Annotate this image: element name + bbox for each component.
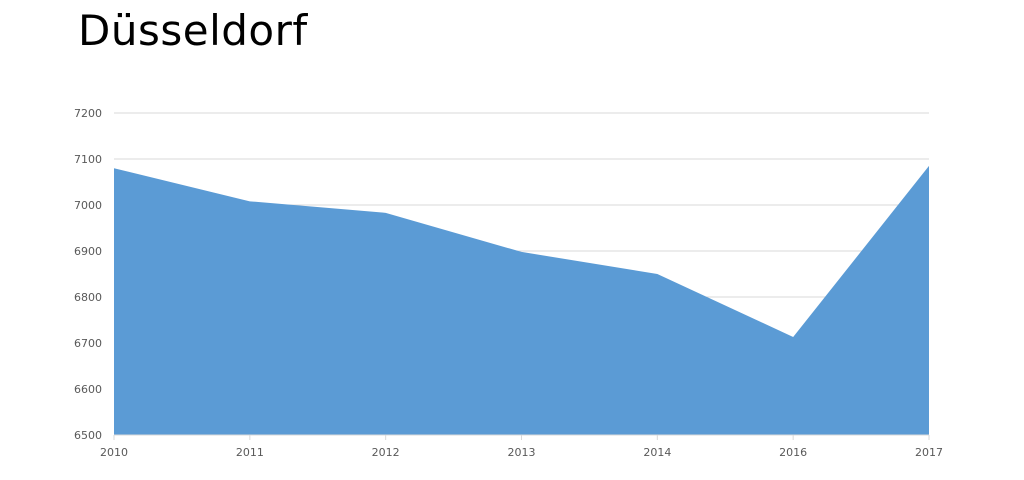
x-tick-label: 2017 [915,446,943,459]
x-tick-label: 2011 [236,446,264,459]
y-tick-label: 6500 [74,429,102,442]
y-tick-label: 7100 [74,153,102,166]
x-tick-label: 2014 [643,446,671,459]
y-axis: 6500 6600 6700 6800 6900 7000 7100 7200 [74,107,102,442]
x-axis: 2010 2011 2012 2013 2014 2016 2017 [100,434,943,459]
series-area [114,165,929,435]
y-tick-label: 6800 [74,291,102,304]
series-area-layer [114,165,929,435]
y-tick-label: 6600 [74,383,102,396]
x-tick-label: 2013 [508,446,536,459]
x-tick-label: 2012 [372,446,400,459]
y-tick-label: 6900 [74,245,102,258]
y-tick-label: 7200 [74,107,102,120]
y-tick-label: 7000 [74,199,102,212]
x-tick-label: 2016 [779,446,807,459]
chart-title: Düsseldorf [78,6,308,55]
y-tick-label: 6700 [74,337,102,350]
x-tick-label: 2010 [100,446,128,459]
